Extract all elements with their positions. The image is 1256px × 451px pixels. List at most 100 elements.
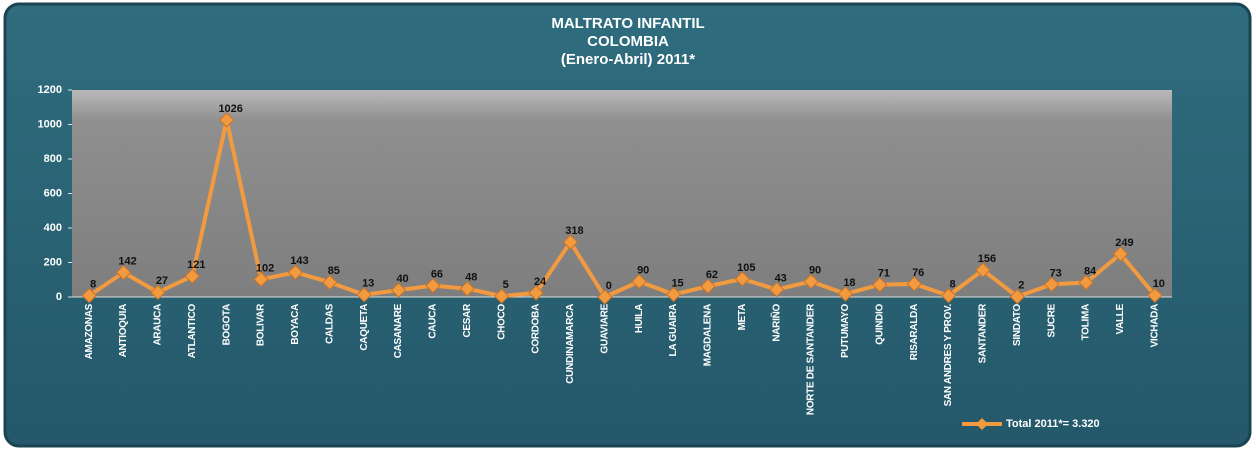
data-label: 76 xyxy=(912,267,924,279)
point xyxy=(425,277,441,294)
data-label: 2 xyxy=(1018,280,1024,292)
point xyxy=(253,271,269,288)
chart-title: (Enero-Abril) 2011* xyxy=(561,51,695,68)
point xyxy=(1078,274,1094,291)
x-tick-label: BOYACA xyxy=(290,304,301,345)
x-tick-label: ATLANTICO xyxy=(187,303,198,358)
data-label: 90 xyxy=(637,264,649,276)
y-tick-label: 200 xyxy=(44,256,62,268)
x-tick-label: SINDATO xyxy=(1012,303,1023,345)
data-label: 156 xyxy=(978,253,996,265)
data-label: 121 xyxy=(187,259,205,271)
legend-marker xyxy=(976,418,988,430)
x-tick-label: ARAUCA xyxy=(153,304,164,346)
data-label: 66 xyxy=(431,269,443,281)
data-label: 84 xyxy=(1084,265,1097,277)
data-label: 71 xyxy=(878,268,890,280)
x-tick-label: CUNDINAMARCA xyxy=(565,304,576,384)
x-tick-label: CHOCO xyxy=(496,303,507,339)
x-tick-label: SANTANDER xyxy=(978,303,989,363)
point xyxy=(872,277,888,293)
point xyxy=(356,287,372,303)
y-tick-label: 1000 xyxy=(38,118,62,130)
data-label: 40 xyxy=(396,273,408,285)
point xyxy=(1009,288,1026,305)
x-tick-label: BOLIVAR xyxy=(256,303,267,346)
plot-area xyxy=(72,90,1172,297)
point xyxy=(631,273,647,290)
x-tick-label: SUCRE xyxy=(1046,303,1057,337)
data-label: 142 xyxy=(118,255,136,267)
point xyxy=(837,286,854,302)
data-label: 5 xyxy=(503,279,509,291)
point xyxy=(390,282,407,298)
y-tick-label: 800 xyxy=(44,153,62,165)
data-label: 15 xyxy=(671,277,683,289)
x-tick-label: PUTUMAYO xyxy=(840,303,851,357)
data-label: 43 xyxy=(775,272,787,284)
x-tick-label: LA GUAIRA xyxy=(668,304,679,357)
x-tick-label: CASANARE xyxy=(393,303,404,358)
y-tick-label: 0 xyxy=(56,291,62,303)
data-label: 249 xyxy=(1115,237,1133,249)
data-label: 18 xyxy=(843,277,855,289)
x-tick-label: QUINDIO xyxy=(874,303,885,344)
point xyxy=(803,273,819,290)
point xyxy=(597,289,613,305)
x-tick-label: CORDOBA xyxy=(531,304,542,354)
x-tick-label: CALDAS xyxy=(324,303,335,343)
point xyxy=(218,112,235,128)
point xyxy=(665,286,682,303)
data-label: 8 xyxy=(950,279,956,291)
x-tick-label: VICHADA xyxy=(1149,304,1160,348)
data-label: 62 xyxy=(706,269,718,281)
x-tick-label: CAQUETA xyxy=(359,304,370,351)
point xyxy=(562,234,579,250)
point xyxy=(287,264,304,281)
data-label: 27 xyxy=(156,275,168,287)
point xyxy=(768,281,785,298)
x-tick-label: VALLE xyxy=(1115,303,1126,334)
data-label: 90 xyxy=(809,264,821,276)
data-label: 10 xyxy=(1153,278,1165,290)
point xyxy=(906,276,922,292)
point xyxy=(975,262,991,278)
point xyxy=(115,264,132,281)
data-label: 24 xyxy=(534,276,547,288)
point xyxy=(1043,276,1060,293)
y-tick-label: 400 xyxy=(44,222,62,234)
point xyxy=(734,271,751,287)
x-tick-label: META xyxy=(737,304,748,330)
x-tick-label: ANTIOQUIA xyxy=(118,304,129,357)
point xyxy=(940,287,957,304)
data-label: 48 xyxy=(465,272,477,284)
point xyxy=(184,268,201,284)
x-tick-label: CAUCA xyxy=(428,304,439,339)
data-label: 0 xyxy=(606,280,612,292)
x-tick-label: NORTE DE SANTANDER xyxy=(806,303,817,415)
point xyxy=(150,284,166,301)
data-label: 318 xyxy=(565,225,583,237)
y-tick-label: 600 xyxy=(44,187,62,199)
data-label: 143 xyxy=(290,255,308,267)
data-label: 105 xyxy=(737,262,755,274)
data-label: 85 xyxy=(328,265,340,277)
data-label: 8 xyxy=(90,279,96,291)
chart-title: COLOMBIA xyxy=(587,33,669,50)
data-label: 1026 xyxy=(218,103,242,115)
point xyxy=(322,274,338,291)
point xyxy=(528,285,544,301)
x-tick-label: NARIÑO xyxy=(769,303,782,341)
legend-label: Total 2011*= 3.320 xyxy=(1006,418,1100,430)
point xyxy=(700,278,716,295)
chart-title: MALTRATO INFANTIL xyxy=(551,15,704,32)
x-tick-label: MAGDALENA xyxy=(703,304,714,366)
x-tick-label: GUAVIARE xyxy=(599,303,610,353)
x-tick-label: SAN ANDRES Y PROV. xyxy=(943,303,954,406)
point xyxy=(1112,246,1129,262)
x-tick-label: HUILA xyxy=(634,304,645,333)
data-label: 73 xyxy=(1050,267,1062,279)
x-tick-label: CESAR xyxy=(462,303,473,338)
point xyxy=(493,288,510,304)
